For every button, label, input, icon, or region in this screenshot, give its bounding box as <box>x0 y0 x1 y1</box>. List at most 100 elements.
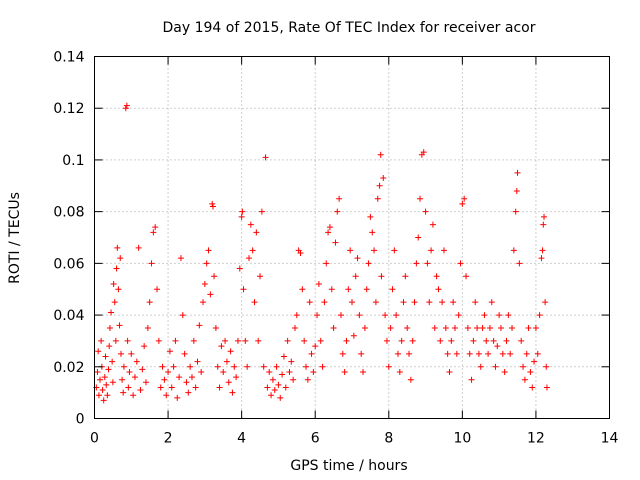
data-point <box>104 392 111 399</box>
data-point <box>170 363 177 370</box>
data-point <box>115 286 122 293</box>
data-point <box>258 208 265 215</box>
data-point <box>389 286 396 293</box>
data-point <box>98 337 105 344</box>
y-tick-label: 0.02 <box>53 360 84 376</box>
data-point <box>218 343 225 350</box>
data-point <box>349 299 355 306</box>
data-point <box>479 325 486 331</box>
data-point <box>257 273 264 280</box>
data-point <box>141 343 148 350</box>
data-point <box>483 337 490 344</box>
data-point <box>470 337 477 344</box>
data-point <box>231 363 238 370</box>
data-point <box>99 387 106 394</box>
data-point <box>532 325 539 331</box>
data-point <box>106 325 113 331</box>
data-point <box>380 175 387 182</box>
data-point <box>428 247 435 254</box>
data-point <box>369 229 376 236</box>
data-point <box>350 332 357 339</box>
data-point <box>496 312 503 319</box>
chart-title: Day 194 of 2015, Rate Of TEC Index for r… <box>163 20 536 36</box>
data-point <box>117 255 124 262</box>
data-point <box>334 208 341 215</box>
data-point <box>512 208 519 215</box>
data-point <box>110 281 117 288</box>
data-point <box>343 337 350 344</box>
data-point <box>177 255 184 262</box>
data-point <box>120 389 127 396</box>
y-tick-label: 0 <box>76 412 85 428</box>
data-point <box>448 337 455 344</box>
data-point <box>481 312 488 319</box>
data-point <box>529 384 536 391</box>
data-point <box>293 312 300 319</box>
data-point <box>109 358 116 365</box>
data-point <box>192 384 199 391</box>
data-point <box>105 366 112 373</box>
data-point <box>539 247 546 254</box>
data-point <box>116 322 123 329</box>
data-point <box>330 325 337 331</box>
data-point <box>130 392 137 399</box>
data-point <box>187 363 194 370</box>
data-point <box>372 299 379 306</box>
data-point <box>444 350 451 357</box>
data-point <box>247 221 254 228</box>
data-point <box>209 200 216 207</box>
y-axis-label: ROTI / TECUs <box>7 192 23 284</box>
data-point <box>475 350 482 357</box>
data-point <box>332 239 339 246</box>
data-point <box>396 368 403 375</box>
data-point <box>269 376 276 383</box>
data-point <box>374 195 381 202</box>
data-point <box>249 247 256 254</box>
data-point <box>527 368 534 375</box>
data-point <box>378 273 385 280</box>
data-point <box>492 363 499 370</box>
data-point <box>328 286 335 293</box>
data-point <box>463 273 470 280</box>
data-point <box>244 363 251 370</box>
x-tick-label: 10 <box>453 431 471 447</box>
data-point <box>291 325 298 331</box>
data-point <box>431 325 438 331</box>
data-point <box>509 325 516 331</box>
data-point <box>459 200 466 207</box>
data-point <box>415 234 422 241</box>
y-tick-label: 0.06 <box>53 256 84 272</box>
data-point <box>126 368 133 375</box>
data-point <box>439 299 446 306</box>
data-point <box>255 337 262 344</box>
data-point <box>290 376 297 383</box>
data-point <box>538 255 545 262</box>
data-point <box>486 325 493 331</box>
data-point <box>371 247 378 254</box>
data-point <box>174 394 181 401</box>
data-point <box>251 299 258 306</box>
data-point <box>123 102 130 109</box>
data-point <box>220 368 227 375</box>
data-point <box>299 286 306 293</box>
data-point <box>297 250 304 257</box>
y-tick-label: 0.08 <box>53 205 84 221</box>
x-tick-label: 12 <box>527 431 545 447</box>
data-point <box>514 169 521 176</box>
data-point <box>95 348 102 355</box>
data-point <box>531 358 538 365</box>
data-point <box>433 273 440 280</box>
data-point <box>468 376 475 383</box>
data-point <box>181 350 188 357</box>
data-point <box>513 187 520 194</box>
data-point <box>113 265 120 272</box>
x-tick-label: 2 <box>164 431 173 447</box>
x-tick-label: 8 <box>384 431 393 447</box>
data-point <box>161 376 168 383</box>
data-point <box>442 325 449 331</box>
data-point <box>201 281 208 288</box>
data-point <box>505 312 512 319</box>
data-point <box>131 374 138 381</box>
data-point <box>266 368 273 375</box>
data-point <box>268 392 275 399</box>
